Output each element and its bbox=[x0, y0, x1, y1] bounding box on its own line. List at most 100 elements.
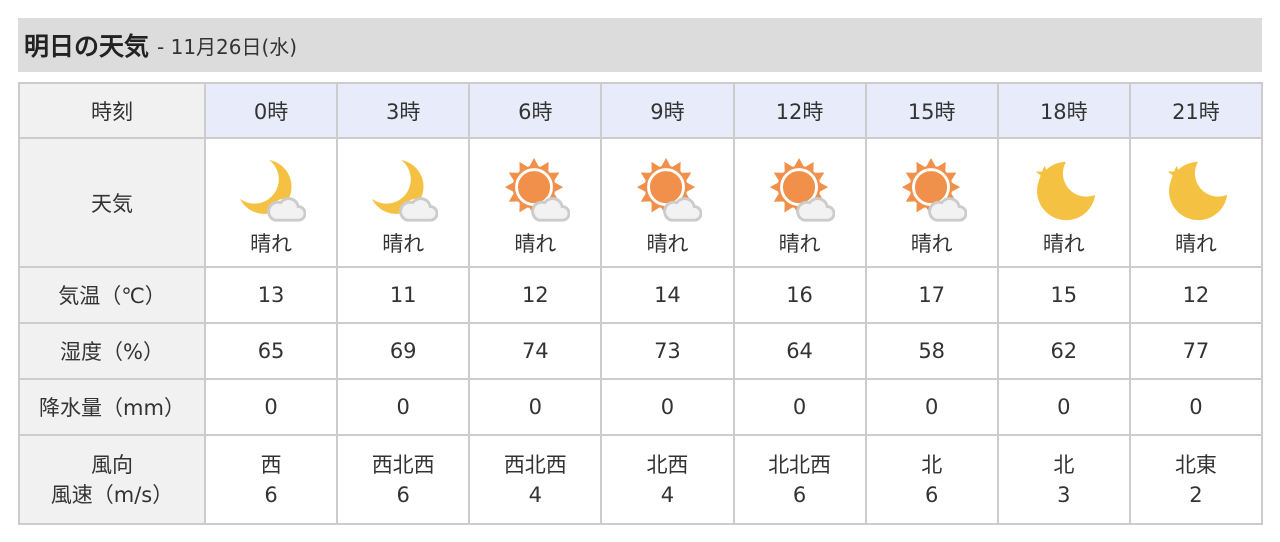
wind-speed: 6 bbox=[925, 482, 939, 507]
temperature-cell: 17 bbox=[864, 266, 999, 324]
weather-text: 晴れ bbox=[646, 231, 689, 256]
humidity-cell: 58 bbox=[864, 322, 999, 380]
weather-text: 晴れ bbox=[250, 231, 293, 256]
humidity-cell: 69 bbox=[336, 322, 471, 380]
time-cell: 9時 bbox=[600, 82, 735, 139]
time-label: 0時 bbox=[253, 99, 289, 124]
humidity-row: 湿度（%） 65 69 74 73 64 58 62 77 bbox=[18, 322, 1264, 380]
wind-direction: 西北西 bbox=[503, 452, 567, 477]
humidity-value: 69 bbox=[389, 339, 417, 363]
wind-speed: 6 bbox=[792, 482, 807, 507]
row-label: 湿度（%） bbox=[18, 322, 206, 380]
humidity-value: 74 bbox=[521, 339, 549, 363]
sun-cloud-icon bbox=[769, 157, 835, 226]
weather-cell: 晴れ bbox=[600, 137, 735, 268]
time-label: 18時 bbox=[1039, 99, 1088, 124]
weather-cell: 晴れ bbox=[1128, 137, 1264, 268]
row-label: 降水量（mm） bbox=[18, 378, 206, 436]
precipitation-row: 降水量（mm） 0 0 0 0 0 0 0 0 bbox=[18, 378, 1264, 436]
weather-text: 晴れ bbox=[1174, 231, 1217, 256]
wind-direction: 西 bbox=[260, 452, 282, 477]
precipitation-value: 0 bbox=[925, 395, 939, 419]
moon-star-icon bbox=[1035, 161, 1095, 220]
wind-speed-label: 風速（m/s） bbox=[50, 482, 174, 507]
row-label: 時刻 bbox=[18, 82, 206, 139]
temperature-cell: 14 bbox=[600, 266, 735, 324]
precipitation-cell: 0 bbox=[600, 378, 735, 436]
forecast-date: - 11月26日(水) bbox=[157, 34, 298, 59]
humidity-value: 77 bbox=[1182, 339, 1210, 363]
row-label: 気温（℃） bbox=[18, 266, 206, 324]
humidity-cell: 62 bbox=[996, 322, 1131, 380]
weather-cell: 晴れ bbox=[864, 137, 999, 268]
page-title: 明日の天気 bbox=[24, 32, 150, 61]
precipitation-value: 0 bbox=[396, 395, 410, 419]
time-cell: 6時 bbox=[468, 82, 603, 139]
temperature-value: 12 bbox=[521, 283, 549, 307]
weather-cell: 晴れ bbox=[203, 137, 339, 268]
temperature-value: 15 bbox=[1050, 283, 1078, 307]
sun-cloud-icon bbox=[637, 157, 703, 226]
temperature-value: 14 bbox=[654, 283, 681, 307]
humidity-cell: 73 bbox=[600, 322, 735, 380]
time-cell: 3時 bbox=[336, 82, 471, 139]
precipitation-cell: 0 bbox=[864, 378, 999, 436]
weather-row: 天気 晴れ 晴れ 晴れ 晴れ 晴れ 晴れ 晴れ 晴れ bbox=[18, 137, 1264, 268]
precipitation-cell: 0 bbox=[203, 378, 339, 436]
weather-text: 晴れ bbox=[910, 231, 953, 256]
humidity-value: 65 bbox=[257, 339, 285, 363]
temperature-cell: 12 bbox=[468, 266, 603, 324]
precipitation-value: 0 bbox=[1057, 395, 1071, 419]
temperature-value: 11 bbox=[389, 283, 417, 307]
wind-direction: 北 bbox=[921, 452, 943, 477]
weather-cell: 晴れ bbox=[336, 137, 471, 268]
precipitation-cell: 0 bbox=[732, 378, 867, 436]
precipitation-value: 0 bbox=[1189, 395, 1203, 419]
time-cell: 12時 bbox=[732, 82, 867, 139]
temperature-cell: 16 bbox=[732, 266, 867, 324]
temperature-row: 気温（℃） 13 11 12 14 16 17 15 12 bbox=[18, 266, 1264, 324]
temperature-value: 13 bbox=[257, 283, 285, 307]
sun-cloud-icon bbox=[901, 157, 967, 226]
row-label: 天気 bbox=[18, 137, 206, 268]
wind-cell: 北北西 6 bbox=[732, 434, 867, 525]
time-row: 時刻 0時 3時 6時 9時 12時 15時 18時 21時 bbox=[18, 82, 1264, 139]
time-label: 3時 bbox=[386, 99, 421, 124]
wind-direction: 西北西 bbox=[371, 452, 435, 477]
precipitation-value: 0 bbox=[792, 395, 807, 419]
humidity-value: 58 bbox=[918, 339, 946, 363]
precipitation-value: 0 bbox=[528, 395, 542, 419]
row-label: 風向 風速（m/s） bbox=[18, 434, 206, 525]
weather-text: 晴れ bbox=[382, 231, 425, 256]
precipitation-cell: 0 bbox=[468, 378, 603, 436]
time-label: 21時 bbox=[1172, 99, 1220, 124]
temperature-cell: 13 bbox=[203, 266, 339, 324]
wind-speed: 2 bbox=[1189, 482, 1203, 507]
weather-cell: 晴れ bbox=[732, 137, 867, 268]
wind-row: 風向 風速（m/s）西 6 西北西 6 西北西 4 北西 4 北北西 6 北 6 北 3 北東 2 bbox=[18, 434, 1264, 525]
wind-direction: 北北西 bbox=[768, 452, 832, 477]
temperature-value: 12 bbox=[1182, 283, 1210, 307]
temperature-cell: 12 bbox=[1128, 266, 1264, 324]
humidity-cell: 64 bbox=[732, 322, 867, 380]
time-label: 12時 bbox=[775, 99, 824, 124]
precipitation-cell: 0 bbox=[336, 378, 471, 436]
sun-cloud-icon bbox=[505, 157, 571, 226]
time-cell: 0時 bbox=[203, 82, 339, 139]
humidity-value: 64 bbox=[786, 339, 813, 363]
wind-speed: 4 bbox=[528, 482, 542, 507]
time-label: 6時 bbox=[518, 99, 553, 124]
time-label: 15時 bbox=[907, 99, 956, 124]
weather-text: 晴れ bbox=[1042, 231, 1085, 256]
wind-speed: 4 bbox=[660, 482, 675, 507]
humidity-value: 73 bbox=[654, 339, 681, 363]
time-cell: 21時 bbox=[1128, 82, 1264, 139]
wind-speed: 6 bbox=[396, 482, 410, 507]
temperature-cell: 15 bbox=[996, 266, 1131, 324]
precipitation-value: 0 bbox=[264, 395, 278, 419]
wind-cell: 西北西 4 bbox=[468, 434, 603, 525]
wind-speed: 3 bbox=[1057, 482, 1071, 507]
